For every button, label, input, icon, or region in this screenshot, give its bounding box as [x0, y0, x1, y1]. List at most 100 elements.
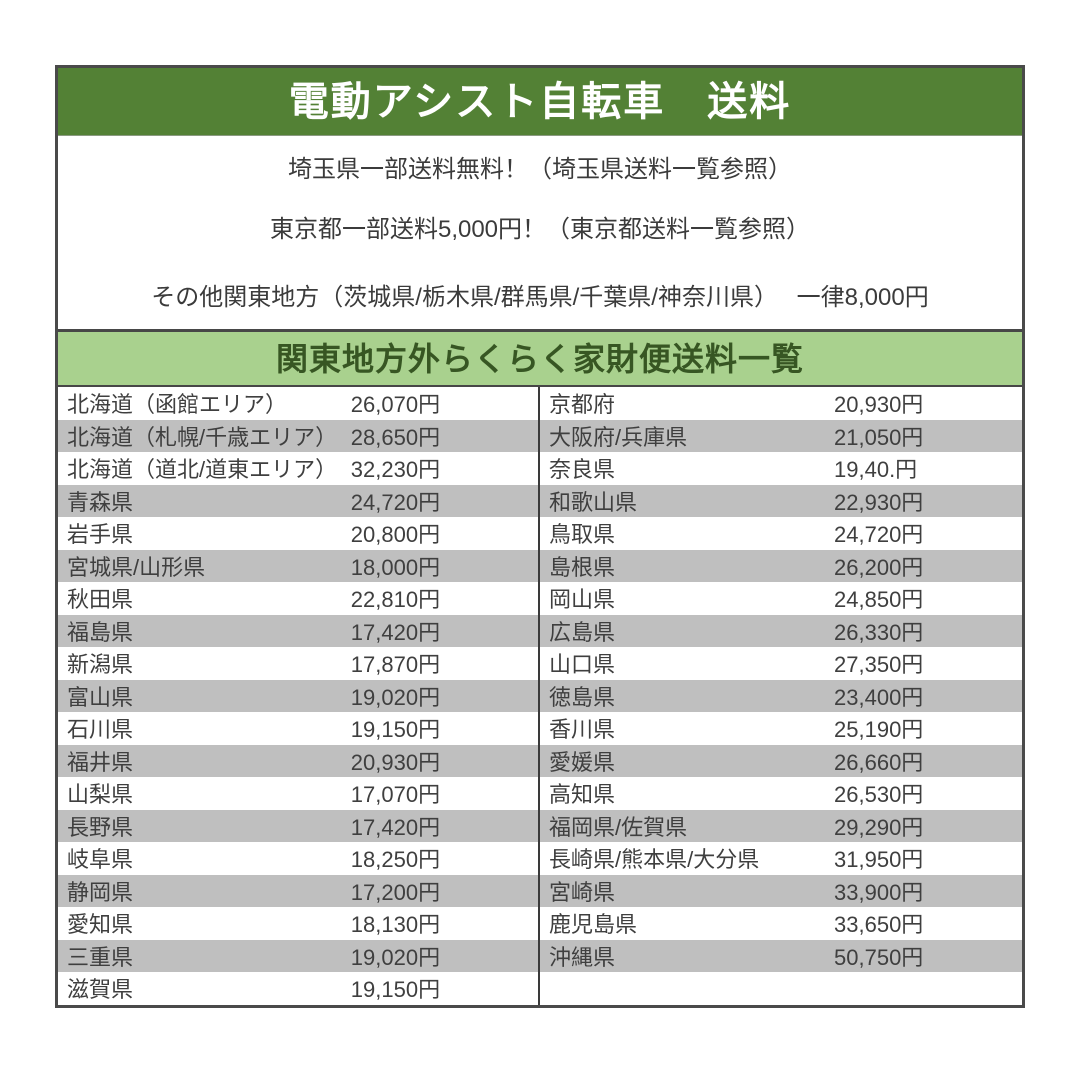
region-name: 富山県 [67, 684, 134, 710]
region-price: 19,150円 [350, 977, 441, 1003]
region-name: 北海道（札幌/千歳エリア） [67, 424, 338, 450]
region-name: 愛媛県 [549, 749, 616, 775]
region-name: 沖縄県 [549, 944, 616, 970]
region-name: 三重県 [67, 944, 134, 970]
table-row: 山梨県 17,070円 [58, 777, 538, 810]
table-row: 長野県 17,420円 [58, 809, 538, 842]
region-name: 長野県 [67, 814, 134, 840]
section-title: 関東地方外らくらく家財便送料一覧 [275, 340, 804, 377]
table-row: 鳥取県 24,720円 [540, 517, 1022, 550]
region-name: 長崎県/熊本県/大分県 [549, 847, 760, 873]
notes-section: 埼玉県一部送料無料！（埼玉県送料一覧参照） 東京都一部送料5,000円！（東京都… [58, 136, 1022, 329]
table-row: 福井県 20,930円 [58, 744, 538, 777]
region-name: 鳥取県 [549, 522, 616, 548]
region-price: 19,40.円 [834, 457, 918, 483]
region-price: 24,720円 [834, 522, 924, 548]
region-name: 北海道（道北/道東エリア） [67, 457, 338, 483]
table-row: 福岡県/佐賀県 29,290円 [540, 809, 1022, 842]
table-row: 岩手県 20,800円 [58, 517, 538, 550]
table-row: 鹿児島県 33,650円 [540, 907, 1022, 940]
table-row: 北海道（札幌/千歳エリア） 28,650円 [58, 419, 538, 452]
region-name: 徳島県 [549, 684, 616, 710]
region-name: 新潟県 [67, 652, 134, 678]
region-price: 24,850円 [834, 587, 924, 613]
note-tokyo: 東京都一部送料5,000円！（東京都送料一覧参照） [269, 216, 811, 243]
region-name: 福井県 [67, 749, 134, 775]
content-frame: 電動アシスト自転車 送料 埼玉県一部送料無料！（埼玉県送料一覧参照） 東京都一部… [55, 65, 1025, 1008]
note-saitama: 埼玉県一部送料無料！（埼玉県送料一覧参照） [288, 156, 792, 183]
region-price: 19,020円 [350, 944, 441, 970]
table-row [540, 972, 1022, 1005]
region-price: 26,330円 [834, 619, 924, 645]
region-price: 31,950円 [834, 847, 924, 873]
table-row: 岡山県 24,850円 [540, 582, 1022, 615]
region-price: 17,200円 [350, 879, 441, 905]
region-price: 23,400円 [834, 684, 924, 710]
table-row: 和歌山県 22,930円 [540, 484, 1022, 517]
region-name: 愛知県 [67, 912, 134, 938]
table-row: 島根県 26,200円 [540, 549, 1022, 582]
table-row: 京都府 20,930円 [540, 387, 1022, 420]
region-price: 29,290円 [834, 814, 924, 840]
region-price: 32,230円 [350, 457, 441, 483]
table-column-right: 京都府 20,930円 大阪府/兵庫県 21,050円 奈良県 19,40.円 和歌山県 22… [540, 387, 1022, 1005]
region-price: 18,000円 [350, 554, 441, 580]
region-name: 岩手県 [67, 522, 134, 548]
fee-table: 北海道（函館エリア） 26,070円 北海道（札幌/千歳エリア） 28,650円 北海道… [58, 387, 1022, 1005]
table-row: 長崎県/熊本県/大分県 31,950円 [540, 842, 1022, 875]
region-name: 宮城県/山形県 [67, 554, 206, 580]
region-price: 22,810円 [350, 587, 441, 613]
region-price: 19,020円 [350, 684, 441, 710]
table-row: 愛知県 18,130円 [58, 907, 538, 940]
region-name: 広島県 [549, 619, 616, 645]
region-name: 石川県 [67, 717, 134, 743]
table-row: 北海道（函館エリア） 26,070円 [58, 387, 538, 420]
region-name: 高知県 [549, 782, 616, 808]
region-price: 18,250円 [350, 847, 441, 873]
region-price: 18,130円 [350, 912, 441, 938]
table-row: 新潟県 17,870円 [58, 647, 538, 680]
region-price: 21,050円 [834, 424, 924, 450]
table-row: 香川県 25,190円 [540, 712, 1022, 745]
region-name: 滋賀県 [67, 977, 134, 1003]
region-name: 鹿児島県 [549, 912, 638, 938]
header-banner: 電動アシスト自転車 送料 [58, 68, 1022, 136]
table-row: 滋賀県 19,150円 [58, 972, 538, 1005]
region-price: 17,870円 [350, 652, 441, 678]
table-row: 北海道（道北/道東エリア） 32,230円 [58, 452, 538, 485]
region-price: 22,930円 [834, 489, 924, 515]
region-price: 26,070円 [350, 392, 441, 418]
region-name: 岡山県 [549, 587, 616, 613]
region-price: 24,720円 [350, 489, 441, 515]
section-banner: 関東地方外らくらく家財便送料一覧 [58, 329, 1022, 387]
page-title: 電動アシスト自転車 送料 [288, 79, 792, 124]
table-row: 愛媛県 26,660円 [540, 744, 1022, 777]
region-price: 19,150円 [350, 717, 441, 743]
table-row: 広島県 26,330円 [540, 614, 1022, 647]
region-name: 北海道（函館エリア） [67, 392, 288, 418]
table-row: 高知県 26,530円 [540, 777, 1022, 810]
region-price: 27,350円 [834, 652, 924, 678]
table-row: 宮崎県 33,900円 [540, 874, 1022, 907]
region-price: 26,200円 [834, 554, 924, 580]
table-row: 沖縄県 50,750円 [540, 939, 1022, 972]
region-price: 17,420円 [350, 814, 441, 840]
table-row: 三重県 19,020円 [58, 939, 538, 972]
region-price: 33,650円 [834, 912, 924, 938]
table-row: 宮城県/山形県 18,000円 [58, 549, 538, 582]
table-row: 徳島県 23,400円 [540, 679, 1022, 712]
table-row: 富山県 19,020円 [58, 679, 538, 712]
table-column-left: 北海道（函館エリア） 26,070円 北海道（札幌/千歳エリア） 28,650円 北海道… [58, 387, 540, 1005]
region-price: 17,070円 [350, 782, 441, 808]
region-name: 岐阜県 [67, 847, 134, 873]
table-row: 秋田県 22,810円 [58, 582, 538, 615]
region-name: 秋田県 [67, 587, 134, 613]
table-row: 岐阜県 18,250円 [58, 842, 538, 875]
table-row: 静岡県 17,200円 [58, 874, 538, 907]
region-price: 50,750円 [834, 944, 924, 970]
region-name: 福岡県/佐賀県 [549, 814, 688, 840]
region-name: 山口県 [549, 652, 616, 678]
table-row: 奈良県 19,40.円 [540, 452, 1022, 485]
region-name: 青森県 [67, 489, 134, 515]
